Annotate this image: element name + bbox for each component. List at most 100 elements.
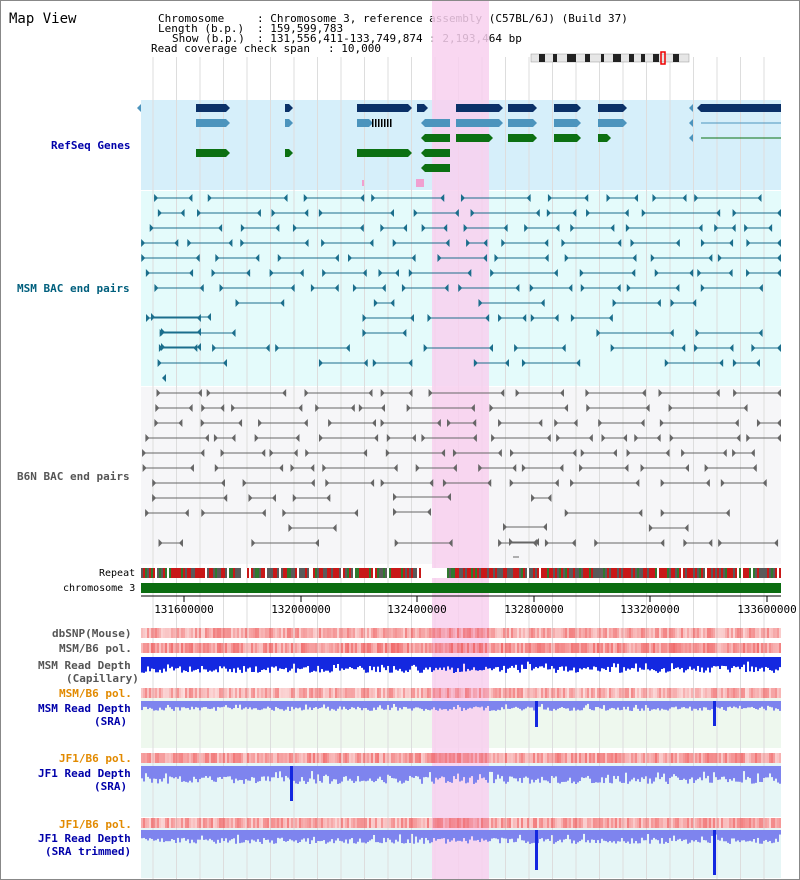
polymorphism-bin [529,688,531,698]
track-label-msm-b6-pol-2[interactable]: MSM/B6 pol. [59,687,132,700]
polymorphism-bin [481,643,483,653]
track-label-chromosome[interactable]: chromosome 3 [63,583,136,594]
polymorphism-bin [347,818,349,828]
depth-bin [737,701,739,709]
depth-bin [425,766,427,777]
track-label-dbsnp[interactable]: dbSNP(Mouse) [52,627,132,640]
depth-bin [779,766,781,784]
depth-bin [511,830,513,839]
bac-end-marker [452,464,457,472]
track-label-jf1-b6-pol-2[interactable]: JF1/B6 pol. [59,818,132,831]
polymorphism-bin [343,818,345,828]
bac-end-marker [588,434,593,442]
bac-end-marker [728,269,733,277]
depth-bin [499,830,501,844]
polymorphism-bin [519,628,521,638]
polymorphism-bin [361,628,363,638]
highlight-region [432,1,489,879]
depth-bin [625,830,627,843]
track-label-jf1-depth-trim[interactable]: JF1 Read Depth [38,832,131,845]
polymorphism-bin [173,753,175,763]
track-label-msm-b6-pol-1[interactable]: MSM/B6 pol. [59,642,132,655]
track-label-repeat[interactable]: Repeat [99,568,136,579]
b6n-bac-features[interactable] [142,389,781,558]
polymorphism-bin [369,753,371,763]
depth-bin [263,657,265,670]
depth-bin [651,657,653,670]
bac-end-marker [452,449,457,457]
track-label-msm-depth-cap[interactable]: MSM Read Depth [38,659,131,672]
polymorphism-bin [699,753,701,763]
polymorphism-bin [279,628,281,638]
depth-bin [373,657,375,667]
bac-end-marker [188,194,193,202]
track-label-msm-bac[interactable]: MSM BAC end pairs [17,282,130,295]
depth-bin [239,657,241,670]
depth-spike [713,701,716,726]
polymorphism-bin [165,688,167,698]
depth-bin [693,701,695,709]
track-label-jf1-depth-sra[interactable]: JF1 Read Depth [38,767,131,780]
repeat-track[interactable] [141,568,781,578]
track-label-msm-depth-sra[interactable]: MSM Read Depth [38,702,131,715]
repeat-segment [589,568,591,578]
polymorphism-bin [487,753,489,763]
bac-end-marker [158,539,163,547]
depth-bin [677,701,679,710]
polymorphism-bin [157,818,159,828]
repeat-segment [383,568,385,578]
bac-end-marker [380,404,385,412]
depth-bin [145,657,147,672]
polymorphism-bin [559,818,561,828]
polymorphism-bin [321,688,323,698]
polymorphism-bin [543,818,545,828]
track-label-refseq[interactable]: RefSeq Genes [51,139,131,152]
polymorphism-bin [401,753,403,763]
bac-end-marker [700,239,705,247]
repeat-segment [387,568,389,578]
polymorphism-bin [745,818,747,828]
depth-bin [419,701,421,709]
depth-bin [281,657,283,669]
depth-bin [301,657,303,669]
refseq-gene-features[interactable] [137,104,781,187]
polymorphism-bin [335,753,337,763]
depth-bin [665,657,667,673]
track-label-b6n-bac[interactable]: B6N BAC end pairs [17,470,130,483]
polymorphism-bin [727,818,729,828]
selection-highlight[interactable] [432,1,489,879]
depth-bin [199,701,201,711]
gene-strand-arrow [421,119,425,127]
msm-bac-features[interactable] [141,194,781,382]
bac-end-marker [370,479,375,487]
bac-end-marker [586,404,591,412]
polymorphism-bin [745,643,747,653]
depth-bin [525,830,527,843]
coverage-tracks[interactable] [141,628,781,875]
polymorphism-bin [529,818,531,828]
polymorphism-bin [573,628,575,638]
depth-bin [575,766,577,784]
polymorphism-bin [477,753,479,763]
polymorphism-bin [425,643,427,653]
depth-bin [319,657,321,673]
depth-bin [739,657,741,670]
show-label: Show (b.p.) [172,32,245,45]
bac-end-marker [531,494,536,502]
repeat-segment [211,568,213,578]
depth-bin [295,701,297,708]
bac-end-marker [624,464,629,472]
chromosome-bar[interactable] [141,583,781,593]
polymorphism-bin [409,628,411,638]
polymorphism-bin [651,753,653,763]
track-label-jf1-b6-pol-1[interactable]: JF1/B6 pol. [59,752,132,765]
depth-bin [355,657,357,670]
depth-bin [351,830,353,839]
repeat-segment [159,568,161,578]
depth-bin [669,830,671,839]
polymorphism-bin [401,818,403,828]
repeat-segment [171,568,173,578]
repeat-segment [505,568,507,578]
chromosome-ideogram[interactable] [530,51,690,65]
